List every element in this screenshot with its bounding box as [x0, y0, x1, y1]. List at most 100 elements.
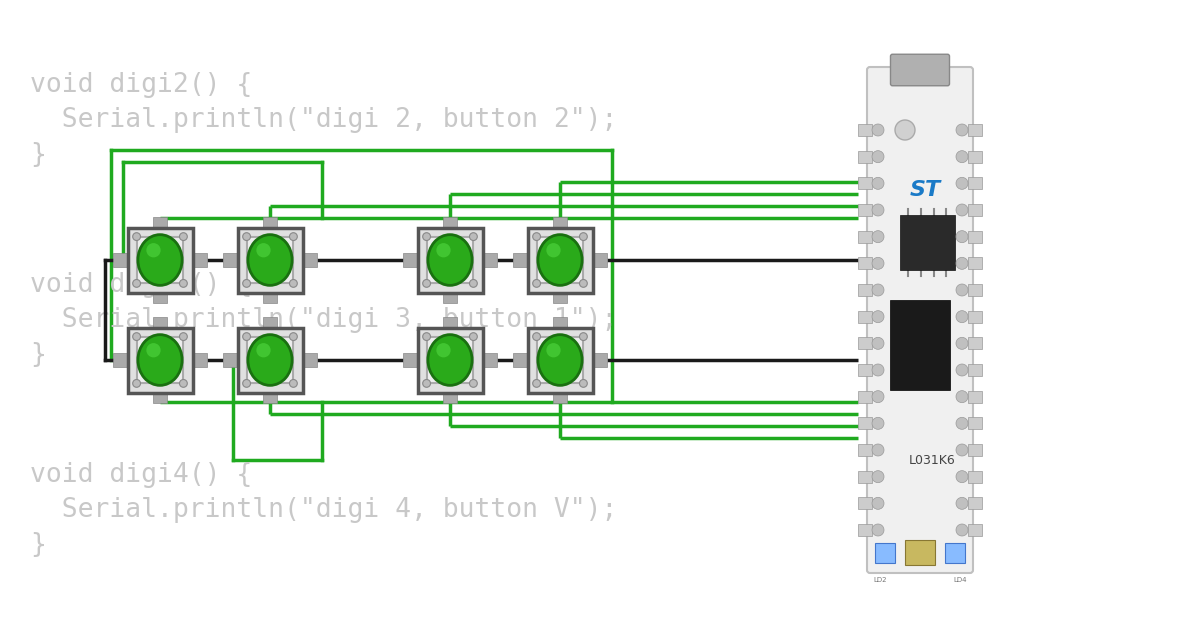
- Circle shape: [956, 204, 968, 216]
- Ellipse shape: [538, 335, 582, 386]
- Bar: [858, 257, 872, 270]
- Bar: [858, 471, 872, 483]
- Bar: [192, 253, 206, 267]
- Bar: [223, 353, 238, 367]
- Bar: [890, 300, 950, 390]
- Bar: [946, 542, 965, 563]
- Bar: [858, 231, 872, 243]
- FancyBboxPatch shape: [536, 237, 583, 284]
- FancyBboxPatch shape: [866, 67, 973, 573]
- Bar: [858, 337, 872, 349]
- Circle shape: [956, 497, 968, 509]
- Circle shape: [956, 471, 968, 483]
- Circle shape: [422, 280, 431, 287]
- Text: void digi4() {: void digi4() {: [30, 462, 252, 488]
- Bar: [968, 391, 982, 403]
- Bar: [858, 124, 872, 136]
- FancyBboxPatch shape: [238, 227, 302, 292]
- Bar: [968, 177, 982, 190]
- Bar: [263, 217, 277, 227]
- Circle shape: [872, 231, 884, 243]
- Circle shape: [872, 284, 884, 296]
- Bar: [968, 364, 982, 376]
- FancyBboxPatch shape: [427, 237, 474, 284]
- Text: LD2: LD2: [874, 577, 887, 583]
- Bar: [553, 392, 568, 403]
- Text: L031K6: L031K6: [908, 454, 955, 466]
- Ellipse shape: [138, 234, 182, 285]
- Circle shape: [533, 232, 540, 241]
- Circle shape: [956, 444, 968, 456]
- Circle shape: [133, 333, 140, 340]
- Circle shape: [872, 311, 884, 323]
- Bar: [858, 151, 872, 163]
- Circle shape: [289, 379, 298, 387]
- Bar: [900, 215, 955, 270]
- Circle shape: [872, 364, 884, 376]
- Bar: [968, 231, 982, 243]
- Circle shape: [533, 333, 540, 340]
- Circle shape: [180, 379, 187, 387]
- Circle shape: [469, 280, 478, 287]
- Bar: [403, 253, 418, 267]
- Ellipse shape: [437, 243, 451, 258]
- Circle shape: [872, 391, 884, 403]
- Circle shape: [422, 333, 431, 340]
- Ellipse shape: [546, 343, 560, 357]
- Circle shape: [956, 337, 968, 349]
- Bar: [302, 353, 317, 367]
- Bar: [553, 217, 568, 227]
- Ellipse shape: [546, 243, 560, 258]
- Circle shape: [956, 364, 968, 376]
- Bar: [443, 217, 457, 227]
- Circle shape: [872, 444, 884, 456]
- Circle shape: [872, 417, 884, 429]
- Circle shape: [180, 280, 187, 287]
- Circle shape: [956, 284, 968, 296]
- Circle shape: [872, 177, 884, 190]
- Circle shape: [895, 120, 916, 140]
- Bar: [968, 284, 982, 296]
- Ellipse shape: [428, 335, 472, 386]
- Circle shape: [872, 124, 884, 136]
- Circle shape: [289, 280, 298, 287]
- Bar: [263, 292, 277, 302]
- Circle shape: [956, 524, 968, 536]
- Bar: [152, 318, 167, 328]
- FancyBboxPatch shape: [528, 227, 593, 292]
- Circle shape: [133, 280, 140, 287]
- Circle shape: [872, 337, 884, 349]
- FancyBboxPatch shape: [238, 328, 302, 392]
- Bar: [858, 497, 872, 509]
- Circle shape: [956, 257, 968, 270]
- Text: Serial.println("digi 3, button 1");: Serial.println("digi 3, button 1");: [30, 307, 617, 333]
- FancyBboxPatch shape: [427, 336, 474, 384]
- Bar: [113, 253, 127, 267]
- Text: }: }: [30, 532, 46, 558]
- Circle shape: [180, 333, 187, 340]
- Circle shape: [242, 379, 251, 387]
- Ellipse shape: [257, 343, 271, 357]
- Ellipse shape: [248, 335, 292, 386]
- Ellipse shape: [538, 234, 582, 285]
- Bar: [553, 292, 568, 302]
- Circle shape: [469, 232, 478, 241]
- Circle shape: [956, 391, 968, 403]
- Ellipse shape: [437, 343, 451, 357]
- Bar: [968, 151, 982, 163]
- Bar: [263, 318, 277, 328]
- Bar: [858, 524, 872, 536]
- Circle shape: [242, 232, 251, 241]
- Bar: [968, 124, 982, 136]
- Bar: [968, 204, 982, 216]
- Ellipse shape: [138, 335, 182, 386]
- Bar: [968, 337, 982, 349]
- Bar: [482, 253, 497, 267]
- Text: }: }: [30, 142, 46, 168]
- FancyBboxPatch shape: [418, 227, 482, 292]
- FancyBboxPatch shape: [418, 328, 482, 392]
- Circle shape: [242, 280, 251, 287]
- Circle shape: [180, 232, 187, 241]
- Bar: [514, 253, 528, 267]
- Bar: [113, 353, 127, 367]
